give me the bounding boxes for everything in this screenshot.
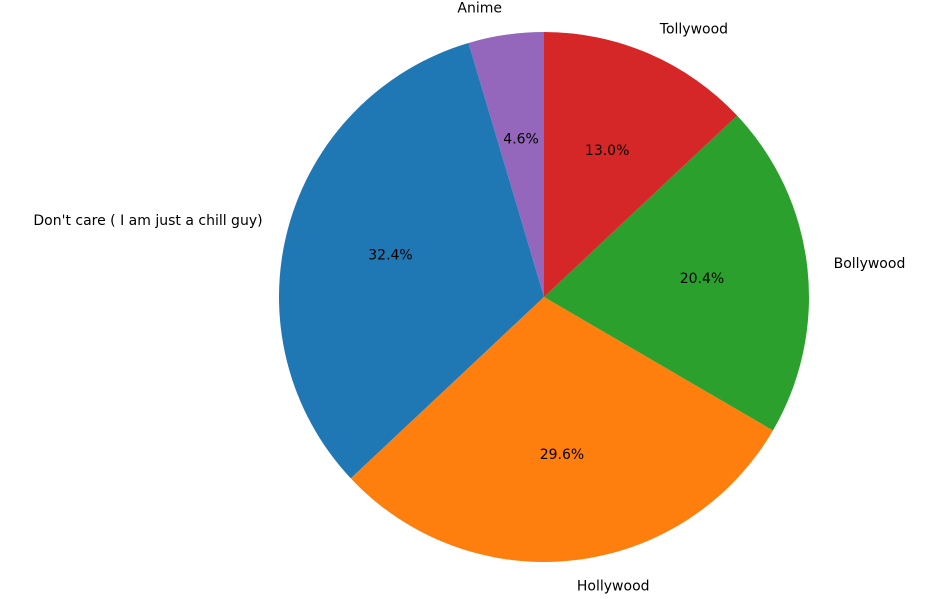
pie-category-label-hollywood: Hollywood: [577, 579, 650, 595]
pie-slice-don-t-care-i-am-just-a-chill-guy: [278, 42, 544, 479]
pie-category-labels: Anime Don't care ( I am just a chill guy)…: [33, 1, 905, 595]
pie-category-label-don-t-care-i-am-just-a-chill-guy: Don't care ( I am just a chill guy): [33, 213, 262, 229]
pie-wedges: [278, 32, 809, 562]
pie-pct-label-tollywood: 13.0%: [585, 143, 629, 159]
pie-category-label-anime: Anime: [457, 1, 502, 17]
pie-pct-label-hollywood: 29.6%: [540, 447, 584, 463]
pie-category-label-tollywood: Tollywood: [659, 21, 728, 37]
pie-pct-label-bollywood: 20.4%: [680, 271, 724, 287]
pie-slice-hollywood: [350, 297, 773, 562]
pie-percentage-labels: 4.6% 32.4% 29.6% 20.4% 13.0%: [368, 132, 724, 463]
pie-slice-anime: [468, 32, 544, 297]
pie-slice-tollywood: [544, 32, 738, 297]
pie-pct-label-anime: 4.6%: [503, 132, 539, 148]
pie-pct-label-don-t-care-i-am-just-a-chill-guy: 32.4%: [368, 248, 412, 264]
pie-slice-bollywood: [544, 115, 809, 431]
pie-category-label-bollywood: Bollywood: [834, 256, 906, 272]
